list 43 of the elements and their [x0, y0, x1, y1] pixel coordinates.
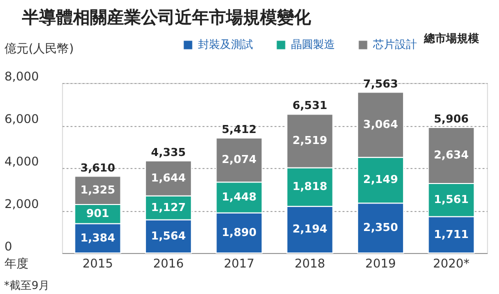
data-label: 1,890: [222, 226, 257, 239]
data-label: 1,644: [151, 171, 186, 184]
data-label: 1,564: [151, 229, 186, 242]
total-label: 3,610: [80, 161, 116, 174]
data-label: 1,127: [151, 200, 186, 214]
data-label: 901: [86, 207, 110, 220]
total-label: 4,335: [151, 146, 186, 159]
legend-label: 封裝及測試: [198, 38, 253, 51]
legend-label: 芯片設計: [372, 38, 417, 51]
total-label: 7,563: [363, 77, 398, 90]
y-tick-label: 2,000: [4, 197, 39, 211]
data-label: 1,384: [80, 231, 116, 244]
y-tick-label: 4,000: [4, 154, 39, 168]
data-label: 2,074: [222, 153, 257, 166]
data-label: 2,519: [292, 134, 328, 147]
x-tick-label: 2019: [365, 256, 396, 270]
text: *截至9月: [4, 279, 50, 292]
data-label: 3,064: [363, 118, 398, 131]
total-label: 5,906: [434, 112, 470, 126]
chart-title: 半導體相關産業公司近年市場規模變化: [21, 8, 312, 28]
data-label: 1,325: [80, 183, 116, 196]
data-label: 1,711: [434, 228, 469, 241]
x-axis-title: 年度: [4, 256, 28, 270]
text: 總市場規模: [423, 32, 480, 45]
x-tick-label: 2017: [224, 256, 254, 270]
x-tick-label: 2018: [294, 256, 326, 270]
y-tick-label: 8,000: [4, 70, 39, 84]
y-axis-title: 億元(人民幣): [4, 42, 74, 56]
data-label: 2,634: [434, 148, 470, 162]
y-tick-label: 0: [4, 240, 12, 254]
total-label: 6,531: [292, 99, 328, 112]
x-tick-label: 2015: [82, 256, 113, 270]
data-label: 1,561: [434, 193, 469, 206]
data-label: 2,194: [292, 222, 328, 236]
x-tick-label: 2020*: [433, 256, 470, 270]
data-label: 2,149: [363, 173, 398, 186]
x-tick-label: 2016: [153, 256, 184, 270]
legend-label: 晶圓製造: [291, 38, 335, 51]
y-tick-label: 6,000: [4, 112, 39, 126]
total-label: 5,412: [222, 122, 257, 136]
data-label: 1,818: [292, 180, 328, 194]
data-label: 2,350: [363, 221, 398, 234]
data-label: 1,448: [222, 190, 257, 204]
